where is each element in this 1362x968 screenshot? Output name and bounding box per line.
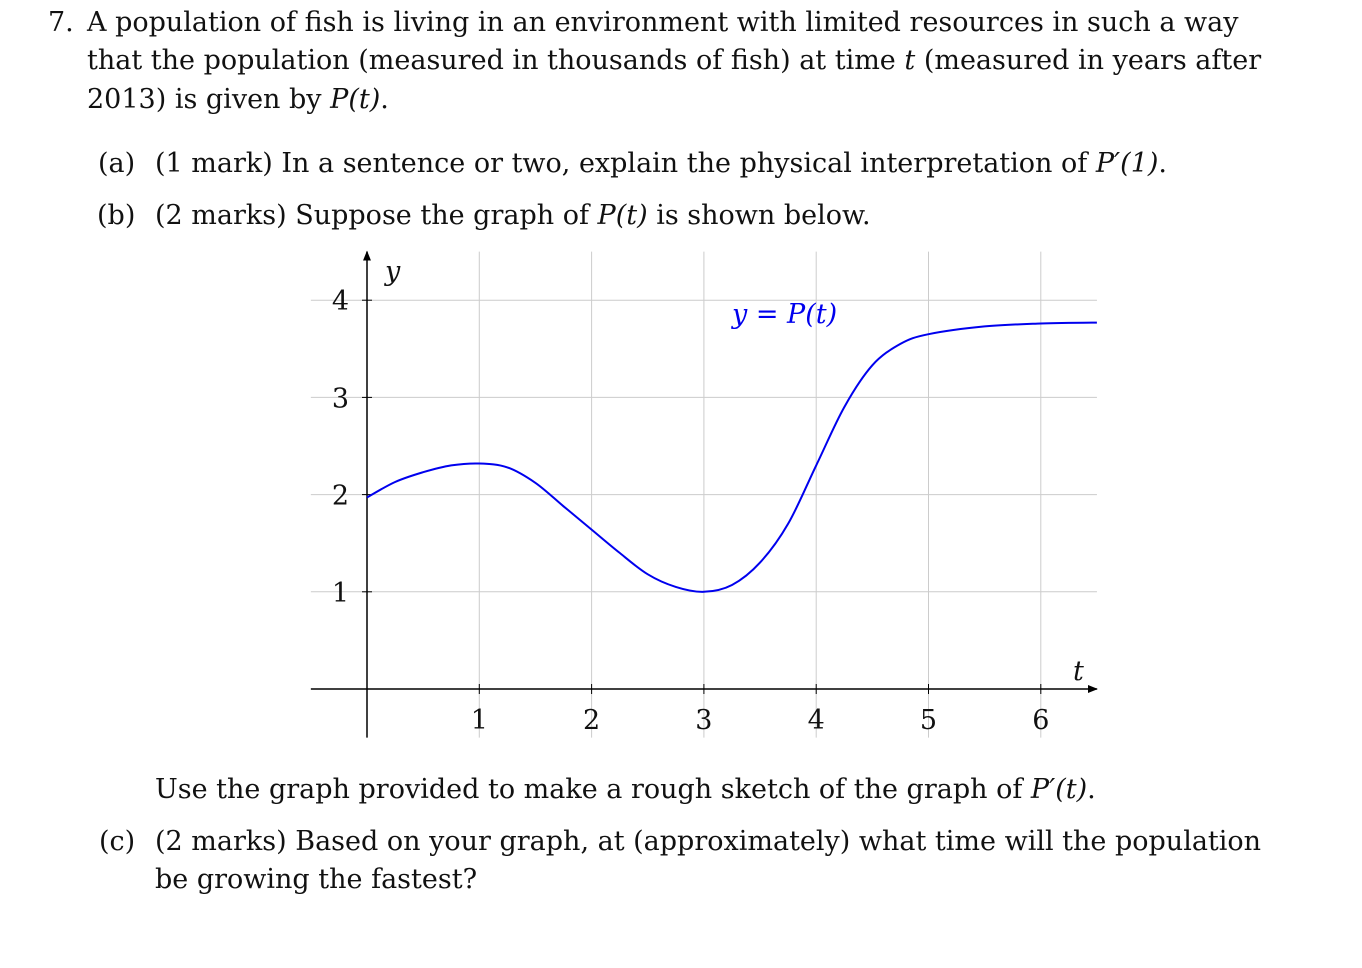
intro-text-5: . bbox=[380, 84, 389, 115]
x-tick-label-5: 5 bbox=[920, 705, 937, 736]
part-b-followup-body: Use the graph provided to make a rough s… bbox=[155, 774, 1031, 805]
grid bbox=[310, 251, 1097, 738]
y-tick-label-2: 2 bbox=[332, 481, 349, 512]
series-label: y = P(t) bbox=[731, 299, 837, 330]
question-intro-line-3: 2013) is given by P(t). bbox=[87, 81, 389, 119]
x-tick-label-2: 2 bbox=[583, 705, 600, 736]
question-intro-line-2: that the population (measured in thousan… bbox=[87, 42, 1261, 80]
intro-var-t: t bbox=[904, 45, 916, 76]
intro-text-2: that the population (measured in thousan… bbox=[87, 45, 905, 76]
part-c-label: (c) bbox=[99, 826, 136, 857]
intro-text-4: 2013) is given by bbox=[87, 84, 331, 115]
y-axis-label: y bbox=[384, 256, 401, 287]
y-tick-label-1: 1 bbox=[332, 578, 349, 609]
intro-text-1: A population of fish is living in an env… bbox=[87, 7, 1239, 38]
tick-labels: 1 2 3 4 5 6 1 2 3 4 bbox=[332, 286, 1050, 736]
part-a-text: (1 mark) In a sentence or two, explain t… bbox=[155, 145, 1167, 183]
y-tick-label-3: 3 bbox=[332, 383, 349, 414]
part-b-followup: Use the graph provided to make a rough s… bbox=[155, 771, 1096, 809]
part-a-tail: . bbox=[1158, 148, 1167, 179]
axes bbox=[310, 250, 1098, 738]
part-a-label: (a) bbox=[98, 148, 136, 179]
intro-func-P: P(t) bbox=[330, 84, 381, 115]
x-tick-label-6: 6 bbox=[1032, 705, 1049, 736]
part-c-line-1: (2 marks) Based on your graph, at (appro… bbox=[155, 826, 1262, 857]
part-b-tail: is shown below. bbox=[647, 200, 871, 231]
part-b-followup-tail: . bbox=[1087, 774, 1096, 805]
intro-text-3: (measured in years after bbox=[915, 45, 1262, 76]
part-b-followup-math: P′(t) bbox=[1030, 774, 1088, 805]
part-a-body: (1 mark) In a sentence or two, explain t… bbox=[155, 148, 1096, 179]
y-tick-label-4: 4 bbox=[332, 286, 349, 317]
x-tick-label-4: 4 bbox=[808, 705, 825, 736]
x-tick-label-3: 3 bbox=[695, 705, 712, 736]
question-intro-line-1: A population of fish is living in an env… bbox=[87, 4, 1238, 42]
part-a-math: P′(1) bbox=[1095, 148, 1159, 179]
x-tick-label-1: 1 bbox=[471, 705, 488, 736]
part-b-body: (2 marks) Suppose the graph of bbox=[155, 200, 598, 231]
part-b-math: P(t) bbox=[597, 200, 648, 231]
part-b-label: (b) bbox=[97, 200, 136, 231]
series bbox=[366, 321, 1097, 593]
series-line-P bbox=[366, 321, 1097, 593]
part-c-line-2: be growing the fastest? bbox=[155, 864, 478, 895]
part-b-text: (2 marks) Suppose the graph of P(t) is s… bbox=[155, 197, 871, 235]
x-axis-label: t bbox=[1073, 656, 1084, 687]
question-number: 7. bbox=[48, 7, 74, 38]
